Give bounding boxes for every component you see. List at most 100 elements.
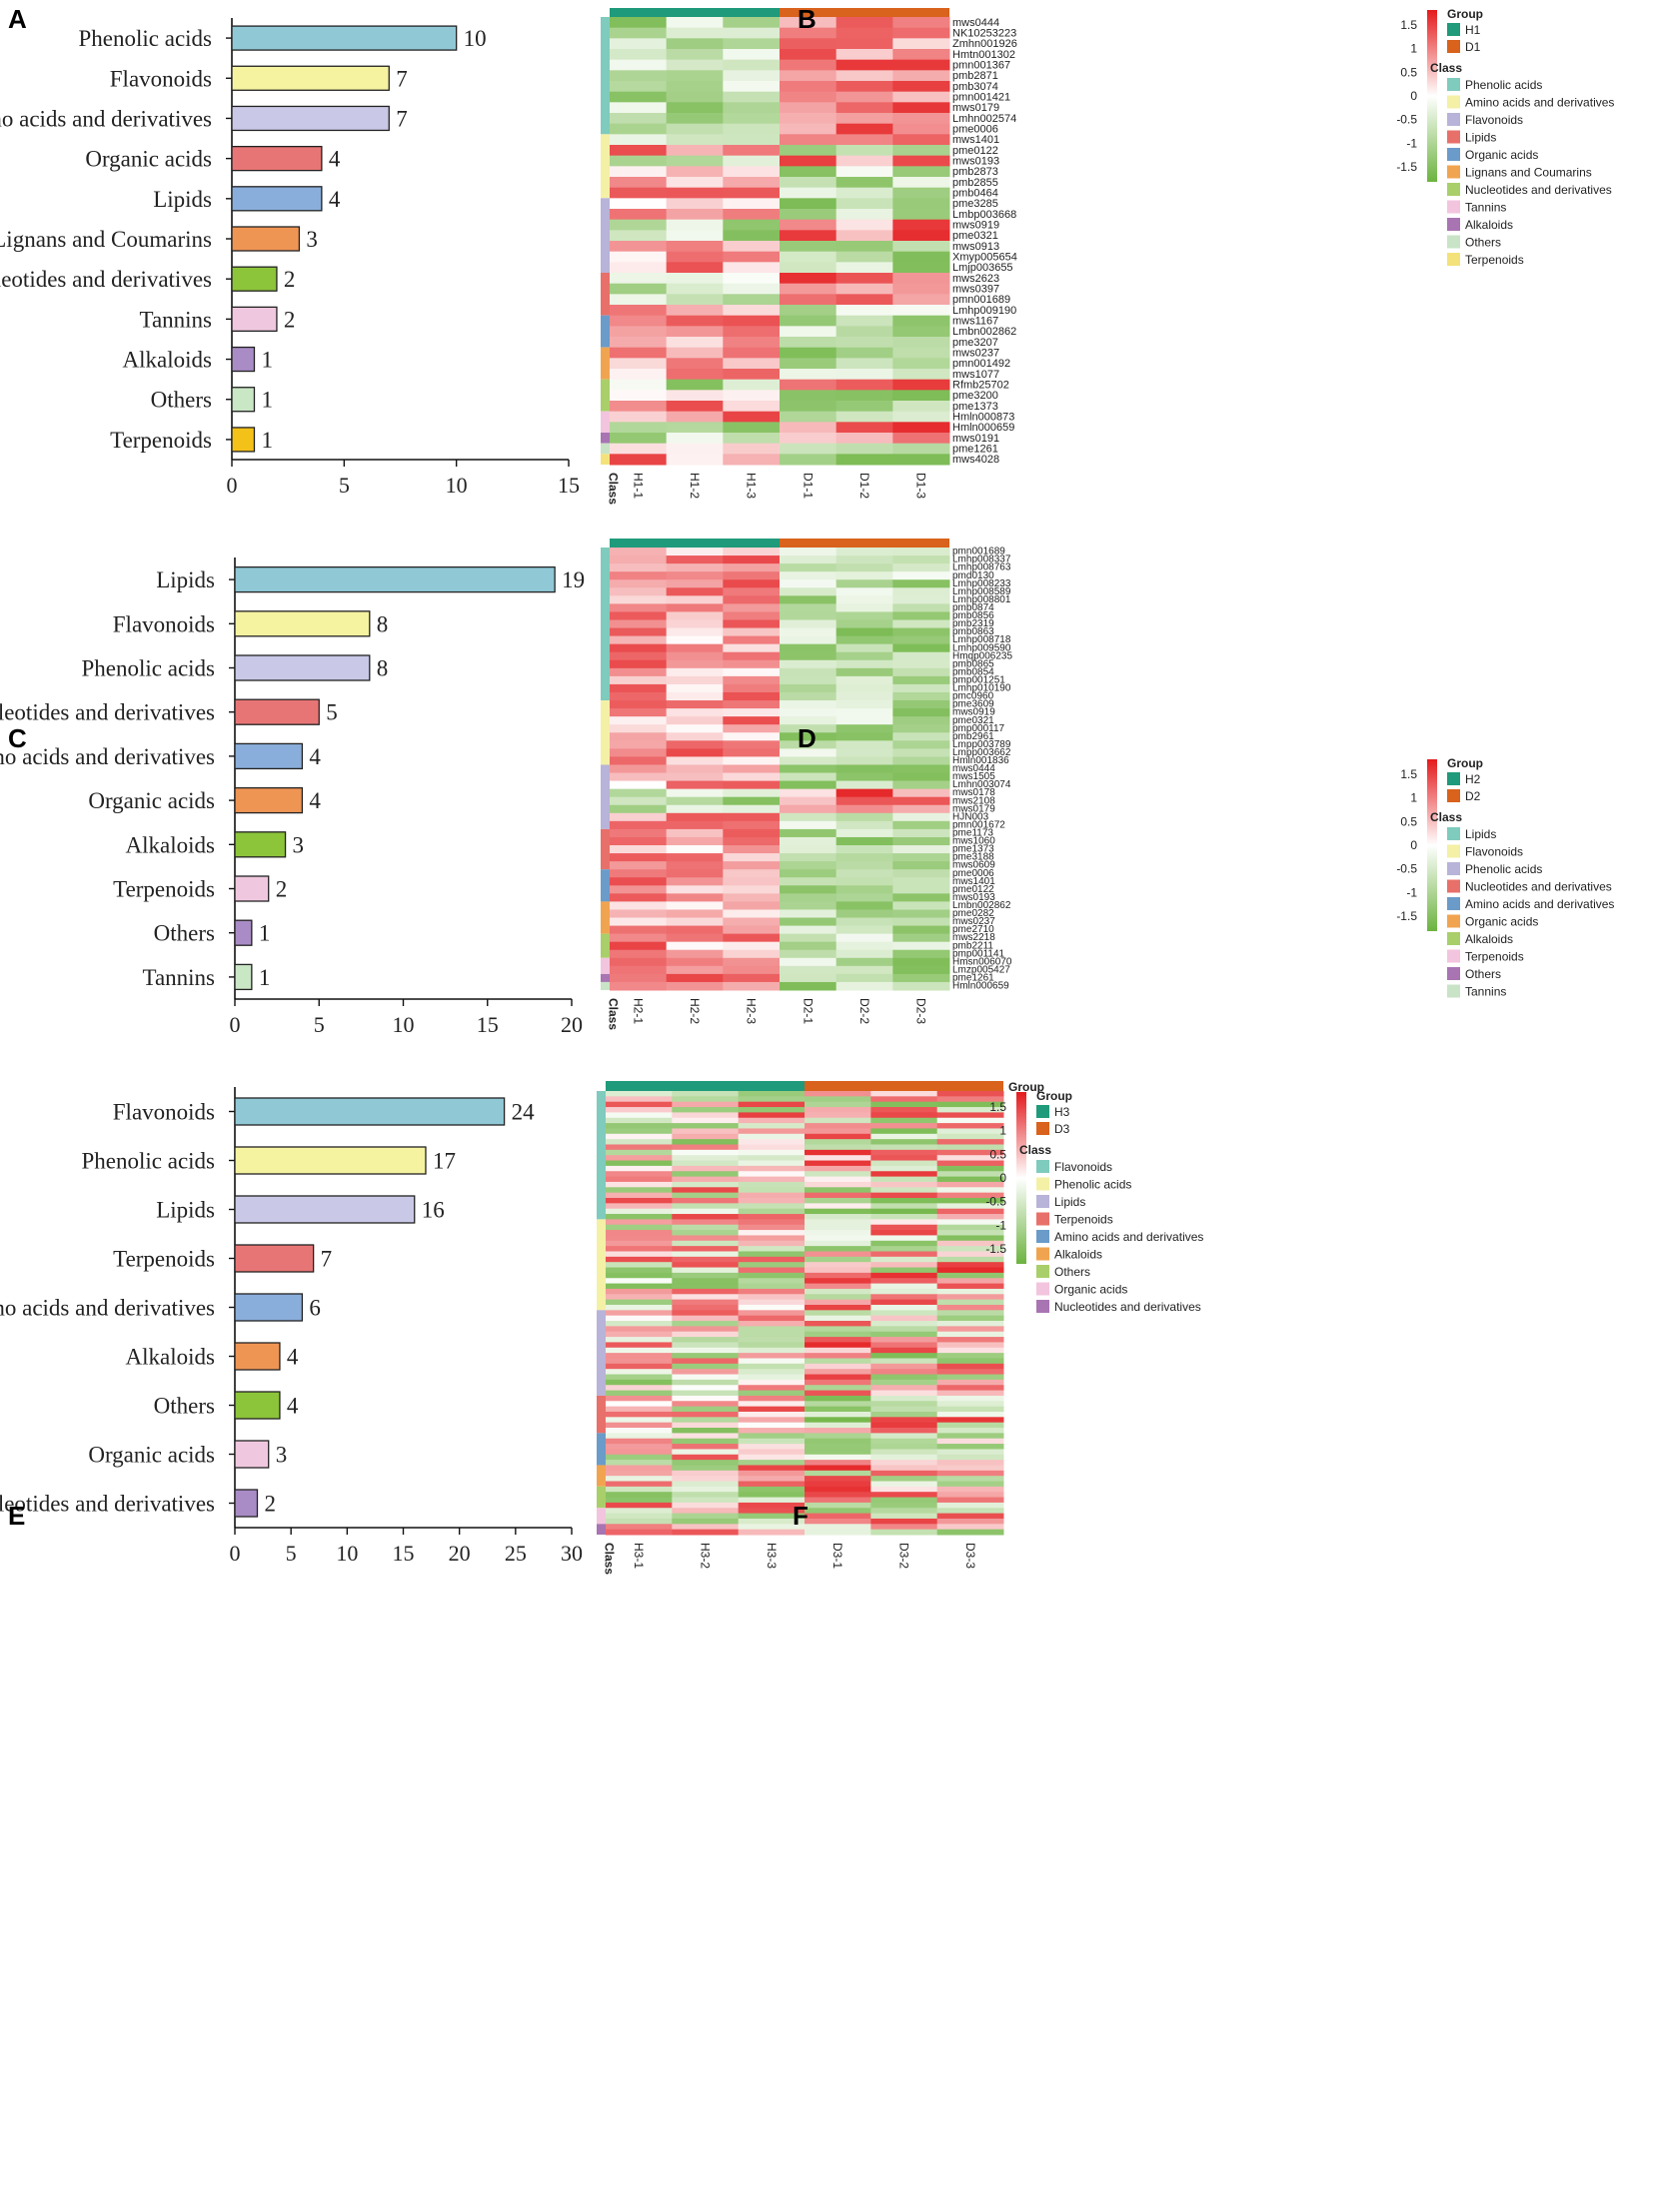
heatmap-cell — [666, 241, 724, 253]
bar — [234, 875, 270, 902]
category-label: Lignans and Coumarins — [0, 227, 212, 252]
heatmap-cell — [892, 925, 950, 935]
value-label: 24 — [512, 1100, 535, 1125]
category-label: Flavonoids — [113, 1100, 215, 1125]
class-legend-label: Terpenoids — [1465, 253, 1524, 267]
heatmap-cell — [936, 1310, 1004, 1317]
heatmap-cell — [606, 1422, 673, 1429]
class-legend-label: Flavonoids — [1054, 1160, 1112, 1174]
category-label: Amino acids and derivatives — [0, 106, 212, 131]
heatmap-cell — [666, 49, 724, 61]
heatmap-cell — [936, 1256, 1004, 1263]
heatmap-cell — [780, 230, 837, 242]
heatmap-cell — [835, 716, 893, 725]
row-label: Lmbn002862 — [952, 326, 1016, 338]
heatmap-cell — [892, 251, 950, 263]
heatmap-cell — [870, 1160, 938, 1167]
heatmap-cell — [723, 241, 781, 253]
heatmap-cell — [805, 1310, 871, 1317]
heatmap-cell — [672, 1502, 740, 1509]
row-label: pme0122 — [952, 145, 998, 157]
value-label: 17 — [433, 1149, 456, 1174]
heatmap-cell — [606, 1508, 673, 1515]
heatmap-cell — [723, 390, 781, 402]
heatmap-cell — [672, 1299, 740, 1306]
heatmap-cell — [723, 716, 781, 725]
heatmap-cell — [835, 337, 893, 349]
heatmap-cell — [666, 820, 724, 830]
heatmap-cell — [606, 1262, 673, 1269]
heatmap-cell — [805, 1128, 871, 1135]
heatmap-cell — [723, 315, 781, 327]
heatmap-cell — [723, 187, 781, 199]
heatmap-cell — [723, 443, 781, 455]
heatmap-cell — [780, 659, 837, 669]
heatmap-cell — [606, 1235, 673, 1242]
heatmap-cell — [805, 1251, 871, 1258]
heatmap-cell — [780, 748, 837, 757]
heatmap-cell — [606, 1160, 673, 1167]
heatmap-cell — [723, 595, 781, 604]
heatmap-cell — [892, 965, 950, 975]
heatmap-cell — [610, 635, 668, 645]
class-legend-label: Lignans and Coumarins — [1465, 166, 1592, 180]
heatmap-cell — [870, 1379, 938, 1386]
heatmap-cell — [723, 804, 781, 814]
heatmap-cell — [610, 683, 668, 693]
heatmap-cell — [835, 587, 893, 596]
heatmap-cell — [610, 177, 668, 189]
heatmap-cell — [610, 667, 668, 677]
heatmap-cell — [672, 1144, 740, 1151]
heatmap-cell — [666, 422, 724, 434]
heatmap-cell — [936, 1449, 1004, 1456]
heatmap-cell — [870, 1433, 938, 1440]
heatmap-cell — [738, 1117, 806, 1124]
heatmap-cell — [870, 1465, 938, 1472]
heatmap-cell — [780, 925, 837, 935]
heatmap-cell — [723, 454, 781, 466]
heatmap-cell — [738, 1203, 806, 1210]
heatmap-cell — [805, 1417, 871, 1424]
row-label: mws1401 — [952, 876, 995, 887]
heatmap-cell — [606, 1133, 673, 1140]
heatmap-cell — [666, 563, 724, 572]
heatmap-cell — [892, 294, 950, 306]
bar — [234, 786, 304, 814]
heatmap-cell — [780, 691, 837, 701]
heatmap-cell — [610, 748, 668, 757]
heatmap-cell — [606, 1149, 673, 1156]
class-legend-swatch — [1447, 827, 1460, 840]
heatmap-cell — [672, 1139, 740, 1145]
heatmap-cell — [666, 764, 724, 774]
heatmap-cell — [780, 643, 837, 653]
column-label: H1-1 — [631, 473, 645, 499]
category-label: Lipids — [156, 1198, 215, 1223]
heatmap-cell — [805, 1235, 871, 1242]
heatmap-cell — [738, 1513, 806, 1520]
heatmap-cell — [610, 627, 668, 637]
heatmap-cell — [835, 59, 893, 71]
heatmap-cell — [666, 401, 724, 413]
heatmap-cell — [805, 1315, 871, 1322]
heatmap-cell — [892, 764, 950, 774]
row-label: mws0191 — [952, 433, 999, 445]
heatmap-cell — [610, 796, 668, 806]
heatmap-cell — [666, 70, 724, 82]
class-legend-title: Class — [1430, 810, 1462, 824]
heatmap-cell — [672, 1101, 740, 1108]
class-axis-label: Class — [603, 1543, 617, 1575]
heatmap-cell — [835, 901, 893, 910]
heatmap-cell — [835, 401, 893, 413]
heatmap-cell — [892, 548, 950, 556]
row-label: pmn001689 — [952, 547, 1005, 557]
heatmap-cell — [606, 1144, 673, 1151]
scale-tick-label: 1.5 — [1400, 767, 1417, 781]
heatmap-cell — [892, 230, 950, 242]
heatmap-cell — [606, 1299, 673, 1306]
category-label: Terpenoids — [113, 877, 215, 902]
heatmap-cell — [835, 651, 893, 661]
heatmap-cell — [610, 740, 668, 749]
value-label: 1 — [259, 965, 271, 990]
heatmap-cell — [870, 1208, 938, 1215]
